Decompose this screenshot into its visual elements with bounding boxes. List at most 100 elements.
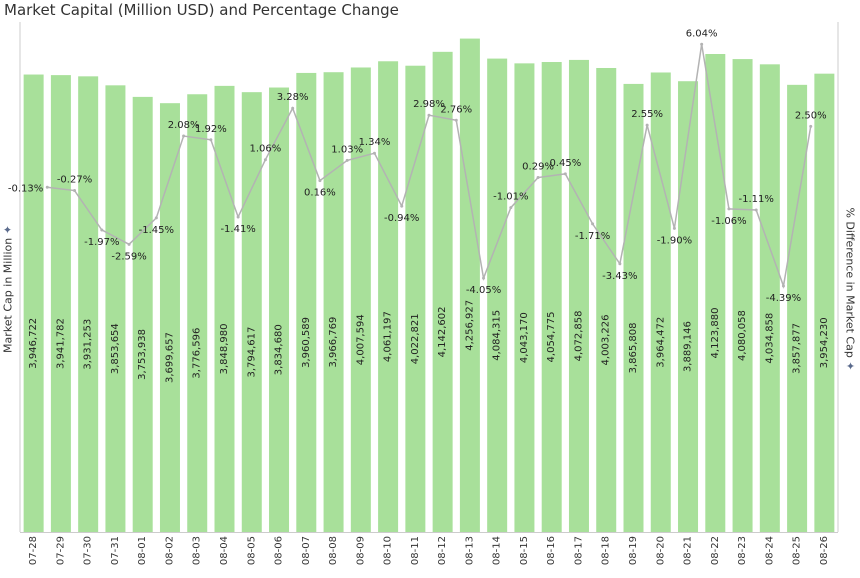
pct-point[interactable]: [482, 276, 486, 280]
pct-value-label: 1.06%: [250, 144, 282, 155]
bar[interactable]: [269, 87, 290, 532]
pct-point[interactable]: [291, 106, 295, 110]
x-tick-label: 08-24: [764, 536, 775, 565]
bar[interactable]: [759, 64, 780, 533]
pct-point[interactable]: [400, 204, 404, 208]
x-tick-label: 08-19: [628, 536, 639, 565]
pct-value-label: -1.06%: [711, 216, 746, 227]
pct-point[interactable]: [754, 208, 758, 212]
pct-point[interactable]: [345, 158, 349, 162]
pct-point[interactable]: [45, 185, 49, 189]
pct-value-label: -3.43%: [602, 271, 637, 282]
x-tick-label: 08-18: [601, 536, 612, 565]
bar[interactable]: [296, 72, 317, 532]
pct-value-label: -1.90%: [657, 235, 692, 246]
x-tick-label: 08-12: [437, 536, 448, 565]
x-tick-label: 08-03: [192, 536, 203, 565]
line-series: [45, 42, 813, 289]
bar-value-label: 3,954,230: [819, 317, 830, 368]
x-tick-label: 08-01: [137, 536, 148, 565]
bar-value-label: 3,857,877: [792, 323, 803, 374]
pct-point[interactable]: [427, 113, 431, 117]
x-tick-label: 08-25: [792, 536, 803, 565]
pct-point[interactable]: [236, 215, 240, 219]
bar[interactable]: [650, 72, 671, 532]
pct-point[interactable]: [318, 179, 322, 183]
bar[interactable]: [405, 65, 426, 532]
pct-point[interactable]: [509, 206, 513, 210]
pct-value-label: -4.05%: [466, 285, 501, 296]
pct-point[interactable]: [127, 242, 131, 246]
x-tick-label: 08-16: [546, 536, 557, 565]
pct-point[interactable]: [182, 134, 186, 138]
bar[interactable]: [350, 67, 371, 532]
pct-point[interactable]: [591, 222, 595, 226]
bar[interactable]: [487, 58, 508, 533]
bar[interactable]: [378, 61, 399, 532]
pct-value-label: -0.27%: [57, 175, 92, 186]
bar[interactable]: [23, 74, 44, 533]
bar[interactable]: [323, 72, 344, 533]
bar-value-label: 3,853,654: [110, 323, 121, 374]
pct-point[interactable]: [563, 172, 567, 176]
pct-value-label: -1.45%: [139, 225, 174, 236]
bar-value-label: 3,699,657: [164, 332, 175, 383]
pct-point[interactable]: [781, 284, 785, 288]
bar-value-label: 4,022,821: [410, 313, 421, 364]
pct-point[interactable]: [454, 118, 458, 122]
pct-point[interactable]: [209, 138, 213, 142]
pct-value-label: 6.04%: [686, 28, 718, 39]
bar[interactable]: [78, 76, 99, 533]
bar[interactable]: [732, 59, 753, 532]
pct-value-label: 2.98%: [413, 99, 445, 110]
bar[interactable]: [514, 63, 535, 533]
bar[interactable]: [105, 85, 126, 532]
pct-point[interactable]: [618, 262, 622, 266]
bar[interactable]: [814, 73, 835, 532]
bar[interactable]: [541, 62, 562, 533]
x-tick-label: 08-14: [492, 536, 503, 565]
pct-value-label: -0.13%: [8, 183, 43, 194]
bar[interactable]: [596, 67, 617, 532]
bar-value-label: 3,964,472: [655, 317, 666, 368]
pct-point[interactable]: [154, 216, 158, 220]
bar[interactable]: [50, 75, 71, 532]
pct-point[interactable]: [100, 228, 104, 232]
pct-point[interactable]: [809, 124, 813, 128]
pct-point[interactable]: [700, 42, 704, 46]
bar-value-label: 3,966,769: [328, 317, 339, 368]
bar-value-label: 3,889,146: [683, 321, 694, 372]
bar[interactable]: [159, 103, 180, 532]
bar[interactable]: [678, 81, 699, 533]
bar[interactable]: [241, 92, 262, 532]
bar[interactable]: [187, 94, 208, 533]
x-tick-label: 08-11: [410, 536, 421, 565]
bar[interactable]: [568, 59, 589, 532]
bar-value-label: 4,084,315: [492, 310, 503, 361]
x-tick-label: 08-09: [355, 536, 366, 565]
bar[interactable]: [787, 84, 808, 533]
x-tick-label: 07-29: [55, 536, 66, 565]
bar-value-label: 4,054,775: [546, 312, 557, 363]
pct-point[interactable]: [263, 158, 267, 162]
bar[interactable]: [214, 85, 235, 532]
bar-value-label: 4,007,594: [355, 314, 366, 365]
pct-value-label: 0.16%: [304, 188, 336, 199]
bar-value-label: 4,123,880: [710, 308, 721, 359]
bar-value-label: 3,931,253: [83, 319, 94, 370]
bar[interactable]: [459, 38, 480, 532]
pct-point[interactable]: [372, 151, 376, 155]
x-tick-label: 08-08: [328, 536, 339, 565]
pct-point[interactable]: [536, 176, 540, 180]
x-tick-label: 08-05: [246, 536, 257, 565]
pct-point[interactable]: [645, 123, 649, 127]
bar[interactable]: [432, 51, 453, 532]
bar[interactable]: [705, 54, 726, 532]
bar-value-label: 3,960,589: [301, 317, 312, 368]
bar[interactable]: [623, 83, 644, 532]
pct-point[interactable]: [727, 207, 731, 211]
pct-point[interactable]: [672, 226, 676, 230]
pct-point[interactable]: [73, 189, 77, 193]
bar[interactable]: [132, 96, 153, 532]
